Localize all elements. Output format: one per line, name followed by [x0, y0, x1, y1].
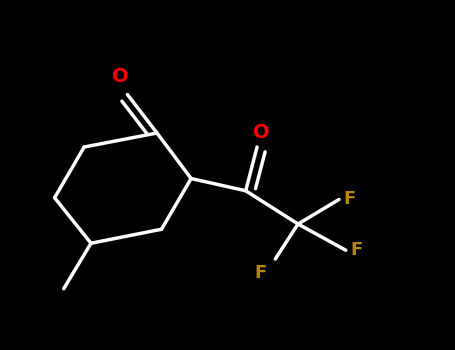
Text: F: F: [350, 241, 363, 259]
Text: O: O: [112, 67, 129, 86]
Text: O: O: [253, 123, 269, 142]
Text: F: F: [344, 190, 356, 209]
Text: F: F: [255, 264, 267, 282]
